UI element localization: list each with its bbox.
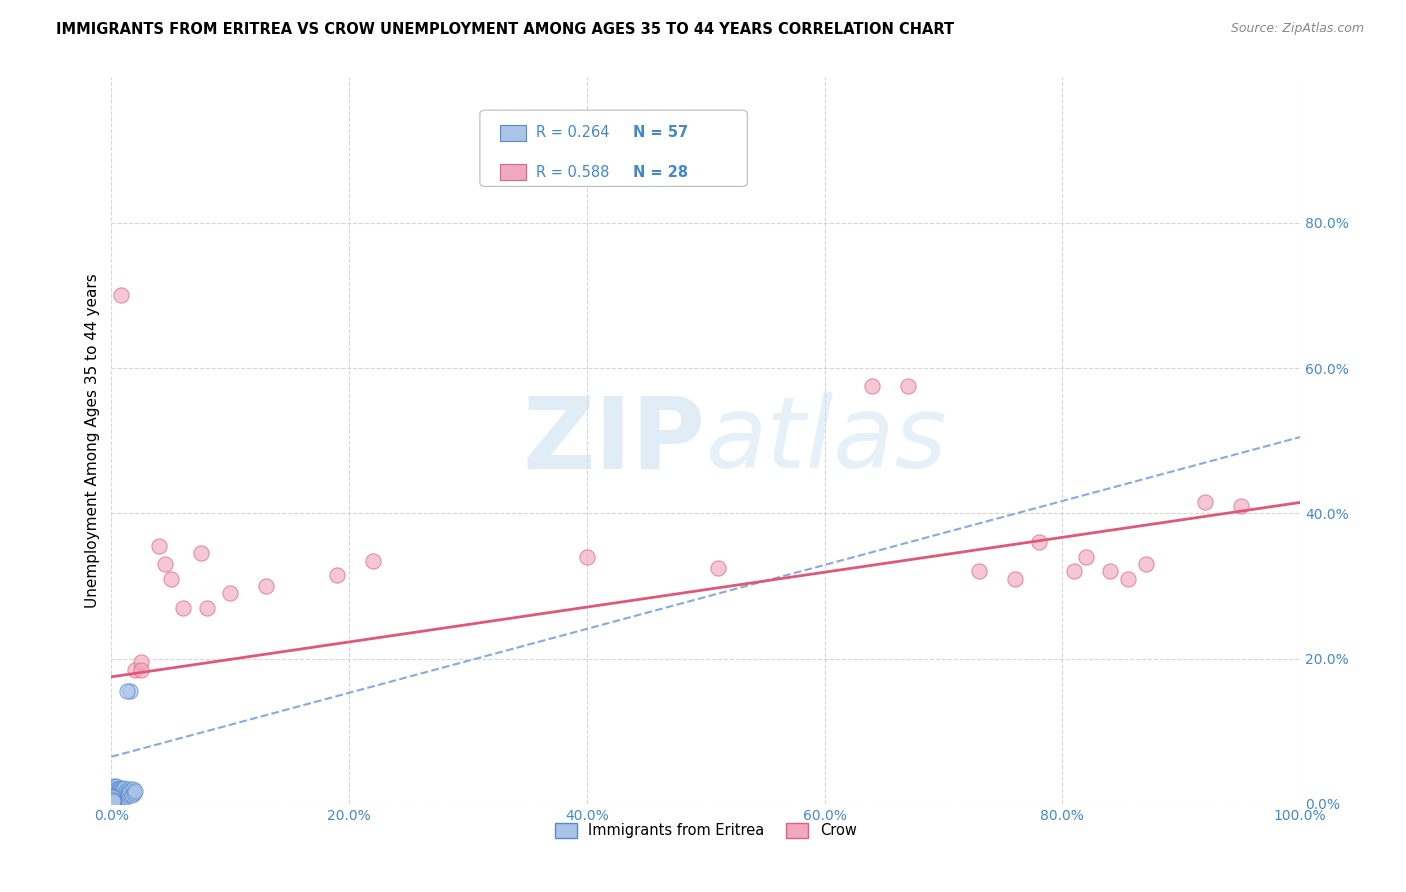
- Point: [1229, 499, 1251, 513]
- Point: [105, 782, 128, 797]
- Point: [105, 789, 128, 803]
- Point: [112, 782, 135, 797]
- Point: [219, 586, 242, 600]
- Point: [101, 792, 124, 806]
- Point: [114, 786, 136, 800]
- Point: [107, 784, 129, 798]
- Point: [1098, 565, 1121, 579]
- Point: [121, 782, 143, 797]
- Text: atlas: atlas: [706, 392, 948, 489]
- Point: [101, 791, 124, 805]
- Point: [101, 792, 124, 806]
- Point: [148, 539, 170, 553]
- Point: [107, 786, 129, 800]
- Point: [1004, 572, 1026, 586]
- Point: [104, 780, 127, 795]
- Point: [105, 779, 128, 793]
- Point: [967, 565, 990, 579]
- Point: [706, 561, 728, 575]
- Point: [105, 786, 128, 800]
- Point: [101, 790, 124, 805]
- Point: [129, 663, 152, 677]
- Point: [115, 684, 138, 698]
- Text: IMMIGRANTS FROM ERITREA VS CROW UNEMPLOYMENT AMONG AGES 35 TO 44 YEARS CORRELATI: IMMIGRANTS FROM ERITREA VS CROW UNEMPLOY…: [56, 22, 955, 37]
- Text: Source: ZipAtlas.com: Source: ZipAtlas.com: [1230, 22, 1364, 36]
- Point: [120, 784, 142, 798]
- Point: [101, 792, 124, 806]
- Point: [153, 558, 176, 572]
- Point: [103, 786, 125, 800]
- Point: [172, 600, 194, 615]
- Point: [1028, 535, 1050, 549]
- Y-axis label: Unemployment Among Ages 35 to 44 years: Unemployment Among Ages 35 to 44 years: [86, 273, 100, 608]
- Bar: [501, 164, 526, 180]
- Point: [105, 784, 128, 798]
- Point: [108, 784, 131, 798]
- Point: [122, 786, 145, 800]
- Point: [860, 379, 883, 393]
- Point: [101, 793, 124, 807]
- Point: [101, 795, 124, 809]
- Legend: Immigrants from Eritrea, Crow: Immigrants from Eritrea, Crow: [548, 817, 863, 844]
- Point: [104, 784, 127, 798]
- FancyBboxPatch shape: [479, 110, 748, 186]
- Text: ZIP: ZIP: [523, 392, 706, 489]
- Point: [1194, 495, 1216, 509]
- Point: [110, 288, 132, 302]
- Point: [118, 786, 141, 800]
- Point: [107, 782, 129, 797]
- Point: [1116, 572, 1139, 586]
- Point: [104, 789, 127, 803]
- Point: [103, 779, 125, 793]
- Point: [1135, 558, 1157, 572]
- Point: [575, 549, 598, 564]
- Point: [1074, 549, 1097, 564]
- Point: [195, 600, 218, 615]
- Point: [101, 793, 124, 807]
- Point: [326, 568, 349, 582]
- Point: [101, 789, 124, 804]
- Text: N = 28: N = 28: [633, 165, 689, 180]
- Point: [105, 782, 128, 797]
- Point: [101, 791, 124, 805]
- Point: [124, 663, 146, 677]
- Point: [160, 572, 183, 586]
- Point: [110, 782, 132, 797]
- Point: [105, 789, 128, 804]
- Point: [104, 786, 127, 800]
- Point: [101, 794, 124, 808]
- Point: [120, 684, 142, 698]
- Point: [111, 784, 134, 798]
- Point: [103, 782, 125, 797]
- Point: [117, 789, 139, 803]
- Point: [101, 790, 124, 805]
- Point: [254, 579, 277, 593]
- Text: R = 0.588: R = 0.588: [536, 165, 609, 180]
- Text: N = 57: N = 57: [633, 125, 689, 140]
- Point: [114, 784, 136, 798]
- Point: [108, 789, 131, 803]
- Point: [108, 780, 131, 795]
- Point: [101, 794, 124, 808]
- Point: [1063, 565, 1085, 579]
- Point: [897, 379, 920, 393]
- Point: [361, 553, 384, 567]
- Point: [121, 789, 143, 803]
- Point: [104, 789, 127, 804]
- Point: [190, 546, 212, 560]
- Point: [110, 786, 132, 800]
- Point: [114, 789, 136, 804]
- Point: [112, 789, 135, 803]
- Point: [114, 780, 136, 795]
- Point: [118, 782, 141, 797]
- Point: [111, 789, 134, 804]
- Point: [101, 792, 124, 806]
- Bar: [501, 125, 526, 141]
- Point: [124, 784, 146, 798]
- Text: R = 0.264: R = 0.264: [536, 125, 609, 140]
- Point: [101, 792, 124, 806]
- Point: [129, 655, 152, 669]
- Point: [115, 786, 138, 800]
